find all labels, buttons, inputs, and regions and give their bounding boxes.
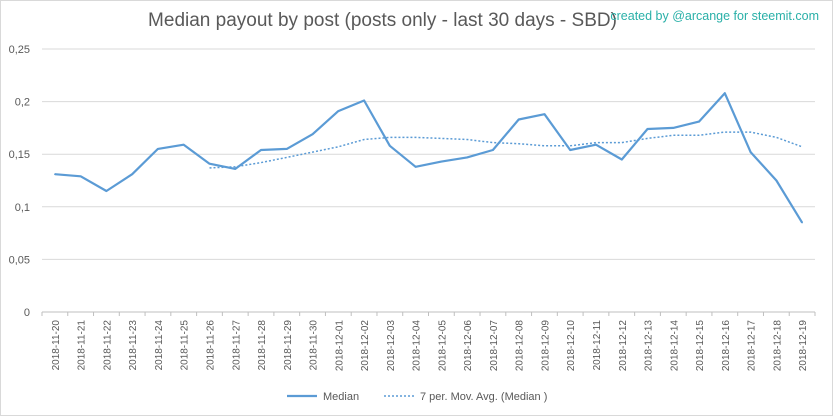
- median-data-point: [234, 168, 237, 170]
- median-data-point: [672, 127, 675, 129]
- median-data-point: [311, 133, 314, 136]
- x-tick-label: 2018-12-14: [669, 320, 680, 372]
- x-tick-label: 2018-11-29: [283, 320, 294, 371]
- x-tick-label: 2018-12-13: [644, 320, 655, 372]
- x-tick-label: 2018-11-26: [205, 320, 216, 371]
- median-data-point: [749, 151, 752, 153]
- median-data-point: [775, 179, 778, 182]
- median-data-point: [414, 166, 417, 168]
- x-tick-label: 2018-11-21: [77, 320, 88, 371]
- median-data-point: [337, 110, 340, 112]
- median-data-point: [363, 99, 365, 102]
- median-data-point: [79, 175, 82, 178]
- x-tick-label: 2018-12-10: [566, 320, 577, 372]
- x-tick-label: 2018-12-02: [360, 320, 371, 372]
- median-data-point: [260, 149, 262, 151]
- x-tick-label: 2018-12-15: [695, 320, 706, 372]
- median-data-point: [620, 158, 623, 161]
- y-tick-label: 0,05: [9, 254, 30, 266]
- x-tick-label: 2018-11-24: [154, 320, 165, 371]
- x-tick-label: 2018-12-16: [721, 320, 732, 372]
- x-tick-label: 2018-12-08: [515, 320, 526, 372]
- median-data-point: [646, 128, 649, 130]
- median-data-point: [801, 221, 803, 224]
- x-tick-label: 2018-12-06: [463, 320, 474, 372]
- x-tick-label: 2018-11-28: [257, 320, 268, 371]
- y-tick-label: 0: [24, 307, 30, 319]
- median-data-point: [157, 148, 159, 150]
- median-data-point: [131, 173, 133, 175]
- y-tick-label: 0,25: [9, 44, 30, 56]
- x-tick-label: 2018-12-01: [334, 320, 345, 372]
- x-tick-label: 2018-12-09: [540, 320, 551, 372]
- x-tick-label: 2018-12-03: [386, 320, 397, 372]
- chart-title: Median payout by post (posts only - last…: [148, 10, 617, 31]
- x-tick-label: 2018-12-11: [592, 320, 603, 371]
- legend-median-label: Median: [323, 391, 359, 403]
- median-data-point: [492, 149, 494, 151]
- median-data-point: [285, 148, 288, 150]
- x-tick-label: 2018-11-22: [102, 320, 113, 371]
- median-data-point: [440, 160, 443, 163]
- median-data-point: [698, 120, 700, 123]
- x-tick-label: 2018-12-17: [747, 320, 758, 372]
- median-data-point: [105, 190, 108, 192]
- x-tick-label: 2018-11-30: [309, 320, 320, 371]
- x-tick-label: 2018-11-23: [128, 320, 139, 371]
- median-data-point: [182, 143, 185, 146]
- median-data-point: [466, 156, 468, 159]
- x-tick-label: 2018-12-05: [437, 320, 448, 372]
- median-data-point: [54, 173, 56, 175]
- y-tick-label: 0,2: [15, 97, 30, 109]
- median-data-point: [543, 113, 546, 116]
- y-tick-label: 0,15: [9, 149, 30, 161]
- x-tick-label: 2018-12-07: [489, 320, 500, 372]
- x-tick-label: 2018-12-12: [618, 320, 629, 372]
- legend-moving-average-label: 7 per. Mov. Avg. (Median ): [420, 391, 547, 403]
- y-tick-label: 0,1: [15, 202, 30, 214]
- median-series-line: [54, 92, 804, 224]
- x-tick-label: 2018-12-04: [412, 320, 423, 372]
- x-tick-label: 2018-11-25: [180, 320, 191, 371]
- median-data-point: [569, 149, 572, 151]
- median-data-point: [595, 143, 597, 146]
- median-data-point: [517, 118, 520, 121]
- x-tick-label: 2018-11-27: [231, 320, 242, 371]
- moving-average-series-line: [209, 131, 803, 169]
- x-tick-label: 2018-12-18: [772, 320, 783, 372]
- median-data-point: [724, 92, 726, 94]
- median-data-point: [389, 144, 391, 147]
- credit-text: created by @arcange for steemit.com: [610, 9, 819, 23]
- median-data-point: [208, 162, 211, 165]
- x-tick-label: 2018-12-19: [798, 320, 809, 372]
- x-tick-label: 2018-11-20: [51, 320, 62, 371]
